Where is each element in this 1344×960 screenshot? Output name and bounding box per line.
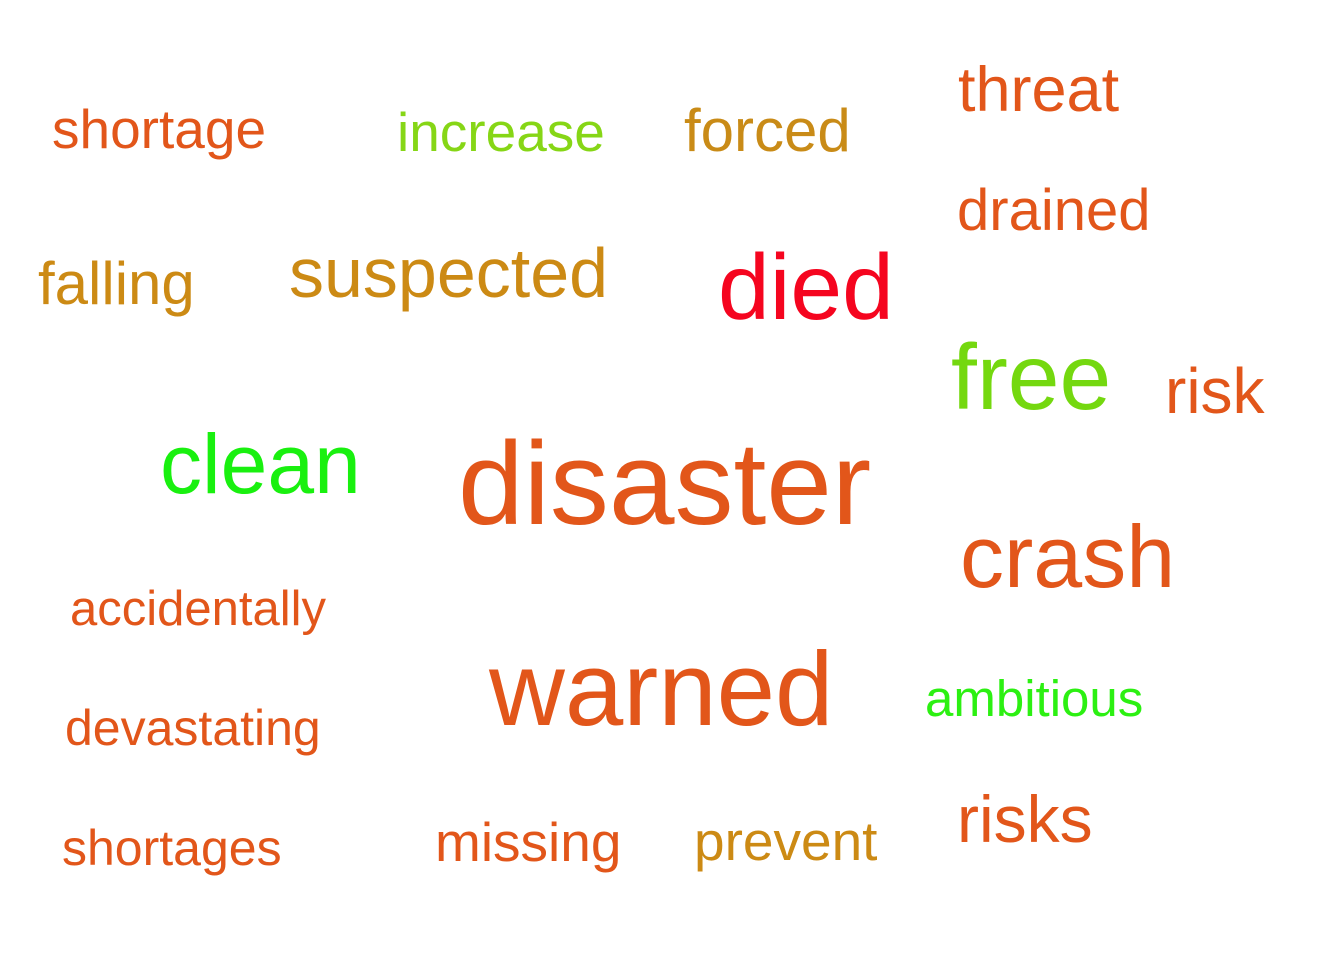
word-died: died	[718, 235, 894, 339]
word-ambitious: ambitious	[925, 670, 1144, 727]
word-free: free	[951, 325, 1112, 429]
word-forced: forced	[684, 97, 851, 164]
word-falling: falling	[38, 250, 195, 317]
word-warned: warned	[489, 631, 834, 748]
word-clean: clean	[160, 417, 361, 511]
word-shortage: shortage	[52, 98, 267, 160]
word-prevent: prevent	[694, 810, 878, 872]
word-shortages: shortages	[62, 820, 282, 876]
word-threat: threat	[958, 55, 1120, 125]
word-accidentally: accidentally	[70, 582, 327, 636]
word-risk: risk	[1165, 355, 1265, 427]
word-risks: risks	[957, 782, 1093, 856]
word-increase: increase	[397, 101, 605, 163]
word-crash: crash	[960, 507, 1176, 606]
word-drained: drained	[957, 178, 1151, 243]
word-disaster: disaster	[458, 418, 872, 550]
word-suspected: suspected	[289, 234, 609, 312]
word-missing: missing	[435, 811, 622, 873]
word-devastating: devastating	[65, 700, 321, 756]
